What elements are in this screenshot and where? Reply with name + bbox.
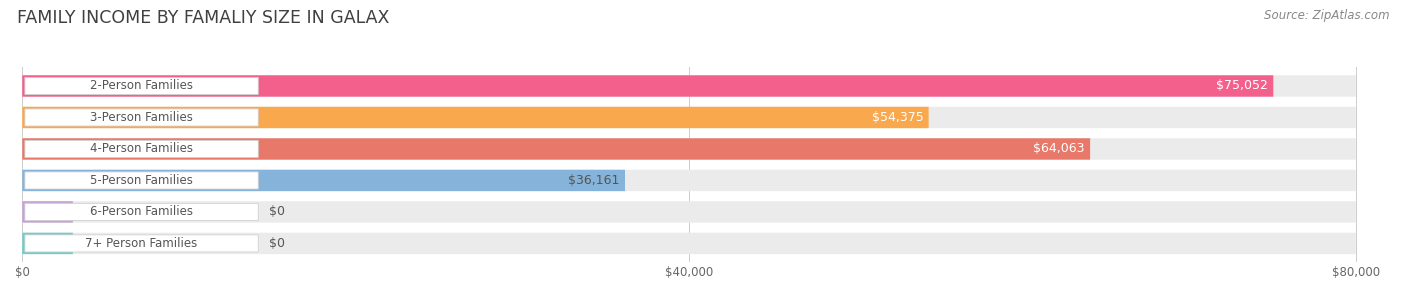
- FancyBboxPatch shape: [22, 107, 928, 128]
- FancyBboxPatch shape: [25, 109, 259, 126]
- FancyBboxPatch shape: [22, 138, 1090, 160]
- FancyBboxPatch shape: [22, 75, 1274, 97]
- FancyBboxPatch shape: [22, 233, 73, 254]
- FancyBboxPatch shape: [22, 201, 73, 223]
- Text: 5-Person Families: 5-Person Families: [90, 174, 193, 187]
- Text: $0: $0: [269, 237, 285, 250]
- Text: 2-Person Families: 2-Person Families: [90, 80, 193, 92]
- Text: 6-Person Families: 6-Person Families: [90, 206, 193, 218]
- Text: 3-Person Families: 3-Person Families: [90, 111, 193, 124]
- FancyBboxPatch shape: [22, 233, 1355, 254]
- Text: 7+ Person Families: 7+ Person Families: [86, 237, 198, 250]
- FancyBboxPatch shape: [22, 75, 1355, 97]
- FancyBboxPatch shape: [25, 140, 259, 157]
- Text: $64,063: $64,063: [1033, 142, 1085, 156]
- FancyBboxPatch shape: [22, 201, 1355, 223]
- FancyBboxPatch shape: [25, 203, 259, 221]
- FancyBboxPatch shape: [25, 172, 259, 189]
- FancyBboxPatch shape: [25, 77, 259, 95]
- FancyBboxPatch shape: [22, 170, 1355, 191]
- Text: 4-Person Families: 4-Person Families: [90, 142, 193, 156]
- Text: FAMILY INCOME BY FAMALIY SIZE IN GALAX: FAMILY INCOME BY FAMALIY SIZE IN GALAX: [17, 9, 389, 27]
- FancyBboxPatch shape: [22, 138, 1355, 160]
- Text: $36,161: $36,161: [568, 174, 620, 187]
- Text: $54,375: $54,375: [872, 111, 924, 124]
- FancyBboxPatch shape: [25, 235, 259, 252]
- Text: $0: $0: [269, 206, 285, 218]
- FancyBboxPatch shape: [22, 107, 1355, 128]
- Text: Source: ZipAtlas.com: Source: ZipAtlas.com: [1264, 9, 1389, 22]
- Text: $75,052: $75,052: [1216, 80, 1268, 92]
- FancyBboxPatch shape: [22, 170, 626, 191]
